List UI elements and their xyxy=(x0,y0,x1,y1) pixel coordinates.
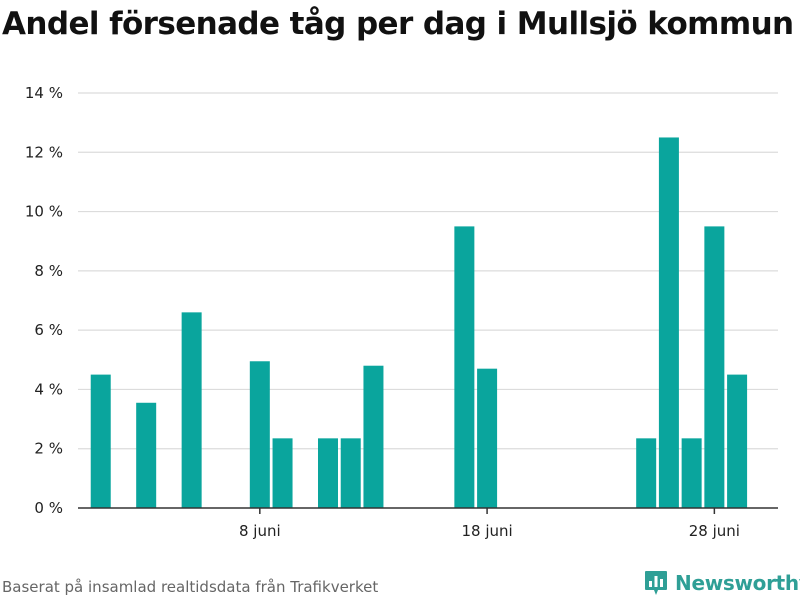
y-tick-label: 6 % xyxy=(34,321,63,339)
y-tick-label: 4 % xyxy=(34,380,63,398)
bar-chart-chat-icon xyxy=(645,571,667,595)
bar xyxy=(477,368,498,508)
bar xyxy=(136,402,157,508)
y-tick-label: 10 % xyxy=(25,203,63,221)
bars xyxy=(90,137,748,508)
y-axis-tick-labels: 0 % 2 % 4 % 6 % 8 % 10 % 12 % 14 % xyxy=(25,84,63,517)
bar xyxy=(318,438,338,508)
x-tick-label: 18 juni xyxy=(461,522,512,540)
bar xyxy=(363,365,384,508)
y-tick-label: 14 % xyxy=(25,84,63,102)
brand-name: Newsworthy xyxy=(675,571,800,595)
bar xyxy=(249,361,270,508)
bar xyxy=(90,374,111,508)
bar xyxy=(704,226,725,508)
bar xyxy=(636,438,657,508)
bar xyxy=(681,438,702,508)
chart-title: Andel försenade tåg per dag i Mullsjö ko… xyxy=(2,6,794,42)
bar xyxy=(272,438,293,508)
bar xyxy=(658,137,679,508)
x-axis-ticks: 8 juni 18 juni 28 juni xyxy=(239,508,740,540)
y-tick-label: 8 % xyxy=(34,262,63,280)
bar xyxy=(454,226,475,508)
y-tick-label: 12 % xyxy=(25,143,63,161)
bar xyxy=(181,312,202,508)
brand-logo: Newsworthy xyxy=(644,570,800,596)
x-tick-label: 28 juni xyxy=(689,522,740,540)
bar xyxy=(727,374,748,508)
bar xyxy=(340,438,361,508)
source-note: Baserat på insamlad realtidsdata från Tr… xyxy=(2,578,379,596)
y-tick-label: 2 % xyxy=(34,440,63,458)
y-tick-label: 0 % xyxy=(34,499,63,517)
x-tick-label: 8 juni xyxy=(239,522,281,540)
